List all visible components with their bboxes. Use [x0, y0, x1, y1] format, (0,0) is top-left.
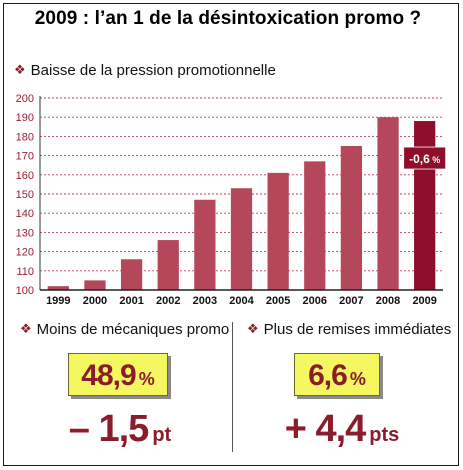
y-tick-label: 150 [16, 189, 34, 201]
x-tick-label: 2000 [83, 295, 107, 307]
annotation-unit: % [430, 155, 441, 165]
y-tick-label: 200 [16, 93, 34, 105]
bar [377, 117, 399, 290]
bullet-icon: ❖ [14, 62, 26, 77]
kpi-left-delta-value: – 1,5 [68, 408, 150, 450]
y-tick-label: 190 [16, 112, 34, 124]
kpi-divider [232, 322, 233, 452]
annotation-box [403, 146, 447, 170]
y-tick-label: 100 [16, 285, 34, 297]
bar [120, 259, 143, 290]
bar [304, 161, 326, 290]
kpi-left-value-box: 48,9% [68, 353, 168, 396]
x-tick-label: 2005 [266, 295, 290, 307]
x-tick-label: 2004 [229, 295, 254, 307]
x-tick-label: 2002 [156, 295, 180, 307]
bar [194, 199, 216, 290]
kpi-left-label: ❖ Moins de mécaniques promo [20, 321, 229, 338]
bar [47, 286, 69, 290]
kpi-right-label: ❖ Plus de remises immédiates [247, 321, 451, 338]
kpi-left-label-text: Moins de mécaniques promo [36, 321, 230, 338]
kpi-left-value-unit: % [138, 369, 155, 389]
y-tick-label: 130 [16, 227, 34, 239]
chart-subtitle: ❖ Baisse de la pression promotionnelle [14, 62, 276, 79]
kpi-right-delta-value: + 4,4 [284, 408, 367, 450]
chart-subtitle-text: Baisse de la pression promotionnelle [30, 62, 276, 79]
x-tick-label: 2003 [193, 295, 217, 307]
kpi-left-delta-unit: pt [152, 424, 172, 446]
bullet-icon: ❖ [247, 321, 259, 336]
kpi-left-value: 48,9 [81, 359, 136, 392]
kpi-right-delta: + 4,4 pts [262, 408, 422, 451]
x-tick-label: 2001 [119, 295, 143, 307]
bar [84, 280, 106, 290]
page-title: 2009 : l’an 1 de la désintoxication prom… [34, 8, 422, 29]
annotation-value: -0,6 [409, 152, 430, 166]
x-tick-label: 2009 [412, 295, 436, 307]
bar-chart: 100 110 120 130 140 150 160 170 180 190 200 1999 200… [16, 93, 447, 307]
y-tick-label: 120 [16, 247, 34, 259]
kpi-right-value-unit: % [349, 369, 366, 389]
bullet-icon: ❖ [20, 321, 32, 336]
x-tick-label: 2008 [376, 295, 400, 307]
y-tick-label: 110 [16, 266, 34, 278]
y-tick-label: 160 [16, 170, 34, 182]
bar [414, 121, 436, 290]
x-tick-label: 2007 [339, 295, 363, 307]
y-tick-label: 170 [16, 151, 34, 163]
y-tick-label: 180 [16, 131, 34, 143]
y-tick-label: 140 [16, 208, 34, 220]
bar [230, 188, 253, 290]
x-tick-label: 1999 [46, 295, 70, 307]
bar [157, 240, 179, 290]
bar [340, 146, 363, 290]
kpi-right-value: 6,6 [308, 359, 348, 392]
kpi-right-delta-unit: pts [369, 424, 400, 446]
kpi-right-label-text: Plus de remises immédiates [263, 321, 452, 338]
annotation-label: -0,6 % [409, 152, 440, 166]
x-tick-label: 2006 [303, 295, 327, 307]
bar [267, 172, 289, 290]
kpi-left-delta: – 1,5 pt [40, 408, 200, 451]
kpi-right-value-box: 6,6% [294, 353, 380, 396]
